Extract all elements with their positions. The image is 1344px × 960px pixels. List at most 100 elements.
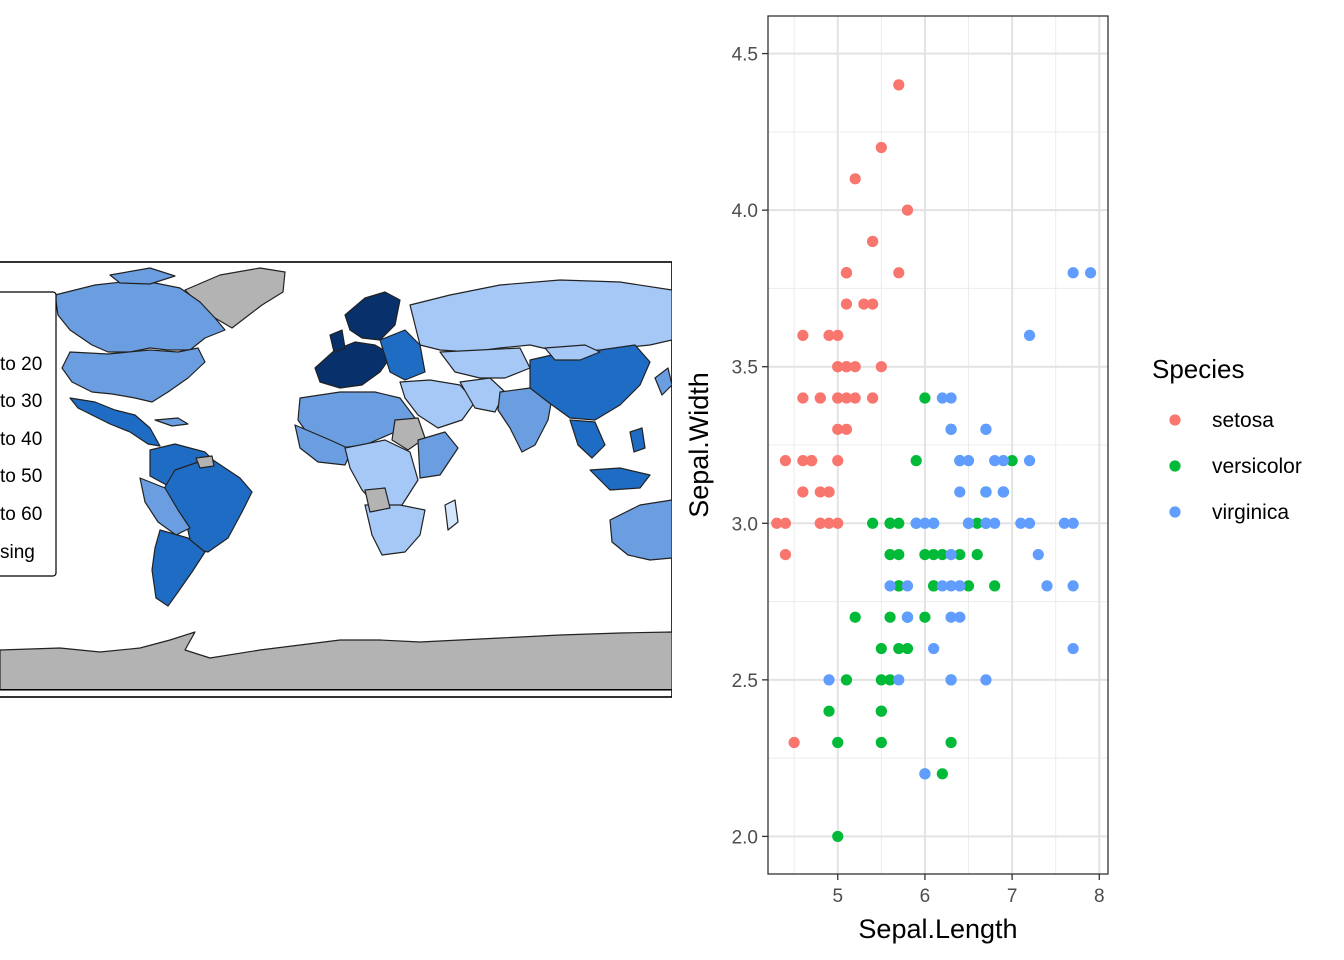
point-versicolor: [928, 548, 940, 561]
point-versicolor: [989, 580, 1001, 592]
point-setosa: [832, 455, 844, 467]
point-versicolor: [884, 611, 896, 623]
point-virginica: [1015, 517, 1027, 529]
point-virginica: [954, 611, 966, 623]
region-southern-africa: [364, 504, 426, 556]
point-virginica: [884, 580, 896, 592]
y-tick-label: 4.5: [732, 45, 758, 66]
point-setosa: [779, 548, 792, 561]
map-legend-box: [0, 291, 57, 577]
point-setosa: [867, 392, 879, 404]
point-setosa: [849, 173, 861, 185]
point-virginica: [954, 486, 966, 498]
point-virginica: [980, 486, 992, 498]
map-legend-item: to 50: [0, 466, 42, 487]
y-axis: 2.0 2.5 3.0 3.5 4.0 4.5: [732, 45, 768, 848]
point-virginica: [936, 580, 948, 592]
point-setosa: [779, 455, 792, 467]
region-scandinavia: [344, 291, 401, 341]
point-setosa: [840, 361, 853, 373]
point-setosa: [893, 79, 905, 91]
region-madagascar: [444, 499, 459, 531]
point-versicolor: [936, 548, 948, 561]
point-virginica: [997, 486, 1009, 498]
point-setosa: [840, 392, 853, 404]
data-points: [771, 79, 1097, 843]
region-usa: [61, 347, 206, 403]
region-antarctica: [0, 631, 672, 691]
point-virginica: [901, 580, 914, 592]
region-west-africa: [294, 424, 353, 466]
point-virginica: [980, 517, 992, 529]
point-versicolor: [901, 642, 914, 655]
x-tick-label: 5: [832, 886, 843, 907]
region-eastern-europe: [379, 329, 426, 381]
point-virginica: [1032, 548, 1044, 561]
point-setosa: [849, 392, 861, 404]
point-virginica: [980, 423, 992, 435]
region-mexico: [69, 397, 161, 447]
point-versicolor: [928, 580, 940, 592]
point-virginica: [1067, 642, 1079, 655]
point-setosa: [875, 361, 887, 373]
region-central-asia: [439, 347, 531, 379]
point-setosa: [832, 361, 844, 373]
legend-title: Species: [1152, 354, 1245, 384]
point-virginica: [980, 674, 992, 686]
region-philippines: [629, 427, 646, 453]
legend-label: virginica: [1212, 501, 1289, 524]
point-versicolor: [971, 548, 983, 561]
point-versicolor: [875, 705, 887, 717]
region-mongolia: [544, 344, 601, 361]
point-versicolor: [919, 611, 931, 623]
point-virginica: [945, 674, 957, 686]
point-virginica: [1023, 517, 1036, 529]
legend-key-versicolor: [1169, 460, 1181, 472]
region-australia: [609, 499, 672, 561]
y-tick-label: 2.5: [732, 671, 758, 692]
region-angola: [364, 487, 391, 513]
point-setosa: [823, 329, 835, 342]
point-virginica: [901, 611, 914, 623]
point-setosa: [840, 298, 853, 310]
point-virginica: [928, 517, 940, 529]
point-versicolor: [832, 736, 844, 749]
point-setosa: [797, 455, 809, 467]
point-virginica: [910, 517, 922, 529]
chart-legend: Species setosa versicolor virginica: [1152, 354, 1302, 524]
point-setosa: [849, 361, 861, 373]
point-setosa: [797, 486, 809, 498]
point-virginica: [1058, 517, 1071, 529]
region-southeast-asia: [569, 419, 606, 459]
point-versicolor: [910, 455, 922, 467]
point-setosa: [823, 517, 835, 529]
point-virginica: [928, 642, 940, 655]
map-legend-item: sing: [0, 542, 35, 563]
point-versicolor: [1006, 455, 1018, 467]
world-map-panel: to 20 to 30 to 40 to 50 to 60 sing: [0, 261, 672, 698]
point-versicolor: [893, 548, 905, 561]
point-setosa: [823, 486, 835, 498]
point-setosa: [797, 392, 809, 404]
point-setosa: [814, 392, 826, 404]
point-virginica: [962, 517, 975, 529]
point-versicolor: [893, 517, 905, 529]
point-setosa: [779, 517, 792, 529]
point-virginica: [954, 580, 966, 592]
point-setosa: [893, 267, 905, 279]
point-virginica: [989, 455, 1001, 467]
point-virginica: [997, 455, 1009, 467]
map-legend-item: to 60: [0, 504, 42, 525]
region-indonesia: [589, 467, 651, 491]
point-virginica: [945, 580, 957, 592]
point-setosa: [814, 517, 826, 529]
point-versicolor: [875, 642, 887, 655]
legend-label: setosa: [1212, 409, 1274, 432]
point-virginica: [919, 768, 931, 780]
point-versicolor: [832, 830, 844, 843]
point-setosa: [832, 329, 844, 342]
point-versicolor: [936, 768, 948, 780]
plot-panel-border: [767, 15, 1109, 875]
map-legend-item: to 30: [0, 391, 42, 412]
map-countries: [0, 267, 672, 691]
